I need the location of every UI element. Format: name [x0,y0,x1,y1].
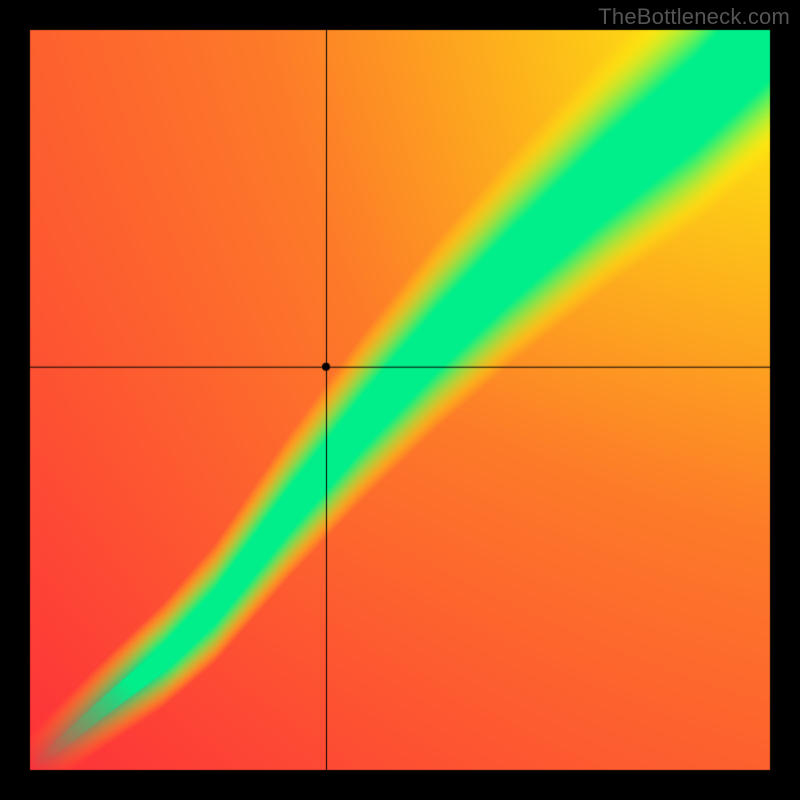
bottleneck-heatmap [0,0,800,800]
watermark-text: TheBottleneck.com [598,4,790,30]
